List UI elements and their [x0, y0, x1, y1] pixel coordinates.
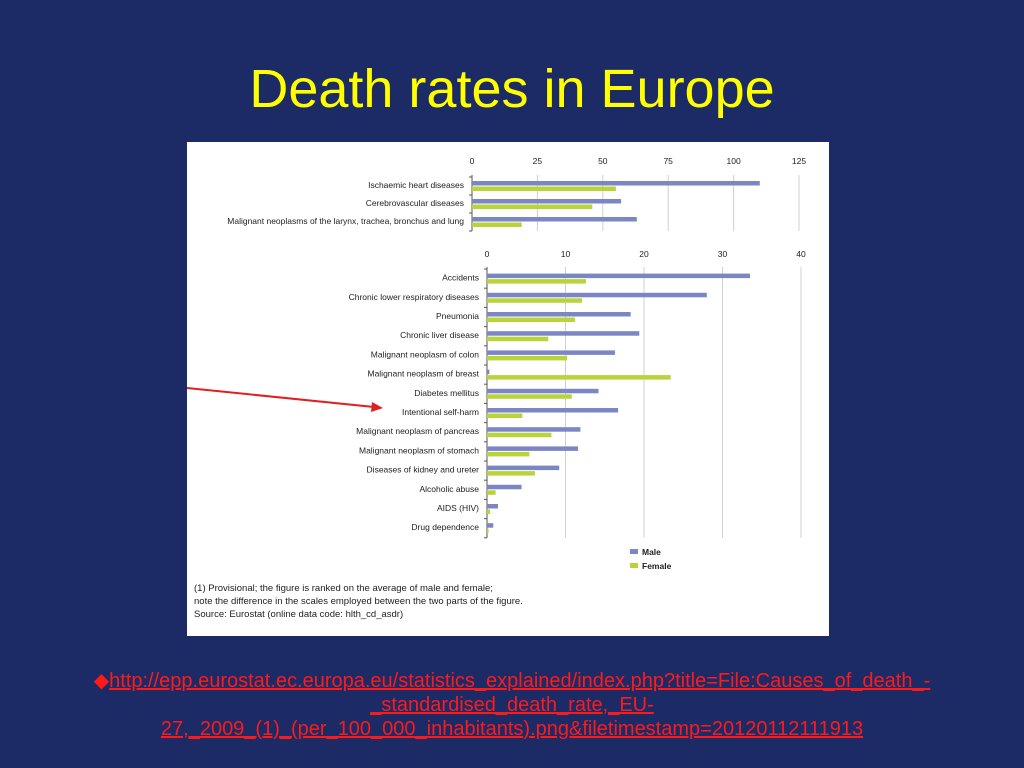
bar-female [472, 222, 522, 227]
note-provisional: (1) Provisional; the figure is ranked on… [194, 583, 493, 594]
x-tick-label: 50 [598, 156, 608, 166]
category-label: Malignant neoplasm of pancreas [356, 426, 479, 436]
bar-female [487, 317, 575, 322]
bar-female [487, 336, 549, 342]
chart-notes: (1) Provisional; the figure is ranked on… [194, 582, 523, 621]
legend-swatch [630, 549, 638, 554]
category-label: Chronic lower respiratory diseases [349, 292, 479, 302]
category-label: Malignant neoplasms of the larynx, trach… [227, 216, 464, 226]
arrow-head-icon [371, 402, 383, 412]
note-source: Source: Eurostat (online data code: hlth… [194, 609, 404, 620]
category-label: Diabetes mellitus [414, 388, 479, 398]
category-label: Pneumonia [436, 311, 479, 321]
bar-female [487, 355, 568, 361]
category-label: AIDS (HIV) [437, 503, 479, 513]
category-label: Diseases of kidney and ureter [367, 465, 480, 475]
bar-female [487, 375, 671, 380]
bar-female [487, 394, 572, 399]
category-label: Malignant neoplasm of colon [371, 349, 479, 359]
bar-female [487, 509, 491, 514]
bar-female [487, 279, 586, 284]
bar-male [472, 217, 637, 222]
bar-male [487, 312, 631, 317]
x-tick-label: 10 [561, 249, 571, 259]
bar-male [487, 408, 619, 413]
category-label: Chronic liver disease [400, 330, 479, 340]
x-tick-label: 100 [727, 156, 741, 166]
bar-male [487, 446, 579, 451]
arrow-line [186, 387, 375, 408]
bar-female [472, 186, 616, 191]
bar-male [487, 292, 707, 298]
bar-male [487, 350, 615, 355]
bar-male [487, 273, 750, 279]
x-tick-label: 125 [792, 156, 806, 166]
x-tick-label: 25 [533, 156, 543, 166]
x-tick-label: 40 [796, 249, 806, 259]
bar-male [487, 484, 522, 490]
x-tick-label: 75 [663, 156, 673, 166]
bar-male [487, 388, 599, 394]
source-url[interactable]: http://epp.eurostat.ec.europa.eu/statist… [109, 670, 931, 740]
bar-male [472, 181, 760, 186]
bar-male [487, 427, 581, 432]
bar-male [487, 331, 640, 336]
category-label: Intentional self-harm [402, 407, 479, 417]
bar-male [487, 523, 494, 528]
bar-male [487, 504, 498, 509]
x-tick-label: 30 [718, 249, 728, 259]
bar-male [487, 369, 490, 375]
slide-title: Death rates in Europe [249, 59, 775, 119]
note-scales: note the difference in the scales employ… [194, 596, 523, 607]
category-label: Ischaemic heart diseases [368, 180, 464, 190]
bar-male [487, 465, 560, 471]
source-link[interactable]: ◆http://epp.eurostat.ec.europa.eu/statis… [20, 669, 1004, 741]
category-label: Accidents [442, 273, 479, 283]
diamond-bullet-icon: ◆ [93, 670, 110, 692]
bar-female [487, 432, 552, 438]
bar-female [487, 298, 582, 303]
bar-female [487, 471, 535, 476]
bar-female [487, 528, 489, 534]
category-label: Malignant neoplasm of stomach [359, 445, 479, 455]
bar-female [487, 490, 496, 495]
bar-female [487, 451, 530, 457]
x-tick-label: 0 [470, 156, 475, 166]
bar-female [472, 204, 593, 209]
x-tick-label: 0 [485, 249, 490, 259]
legend-label: Male [642, 547, 661, 557]
legend-swatch [630, 563, 638, 568]
bar-male [472, 199, 622, 204]
category-label: Malignant neoplasm of breast [367, 369, 479, 379]
legend-label: Female [642, 561, 672, 571]
x-tick-label: 20 [639, 249, 649, 259]
category-label: Drug dependence [411, 522, 479, 532]
category-label: Alcoholic abuse [419, 484, 479, 494]
bar-female [487, 413, 523, 418]
category-label: Cerebrovascular diseases [366, 198, 464, 208]
chart-figure: 0 25 50 75 100 125 Ischaemic heart diseases Cer… [187, 142, 829, 636]
